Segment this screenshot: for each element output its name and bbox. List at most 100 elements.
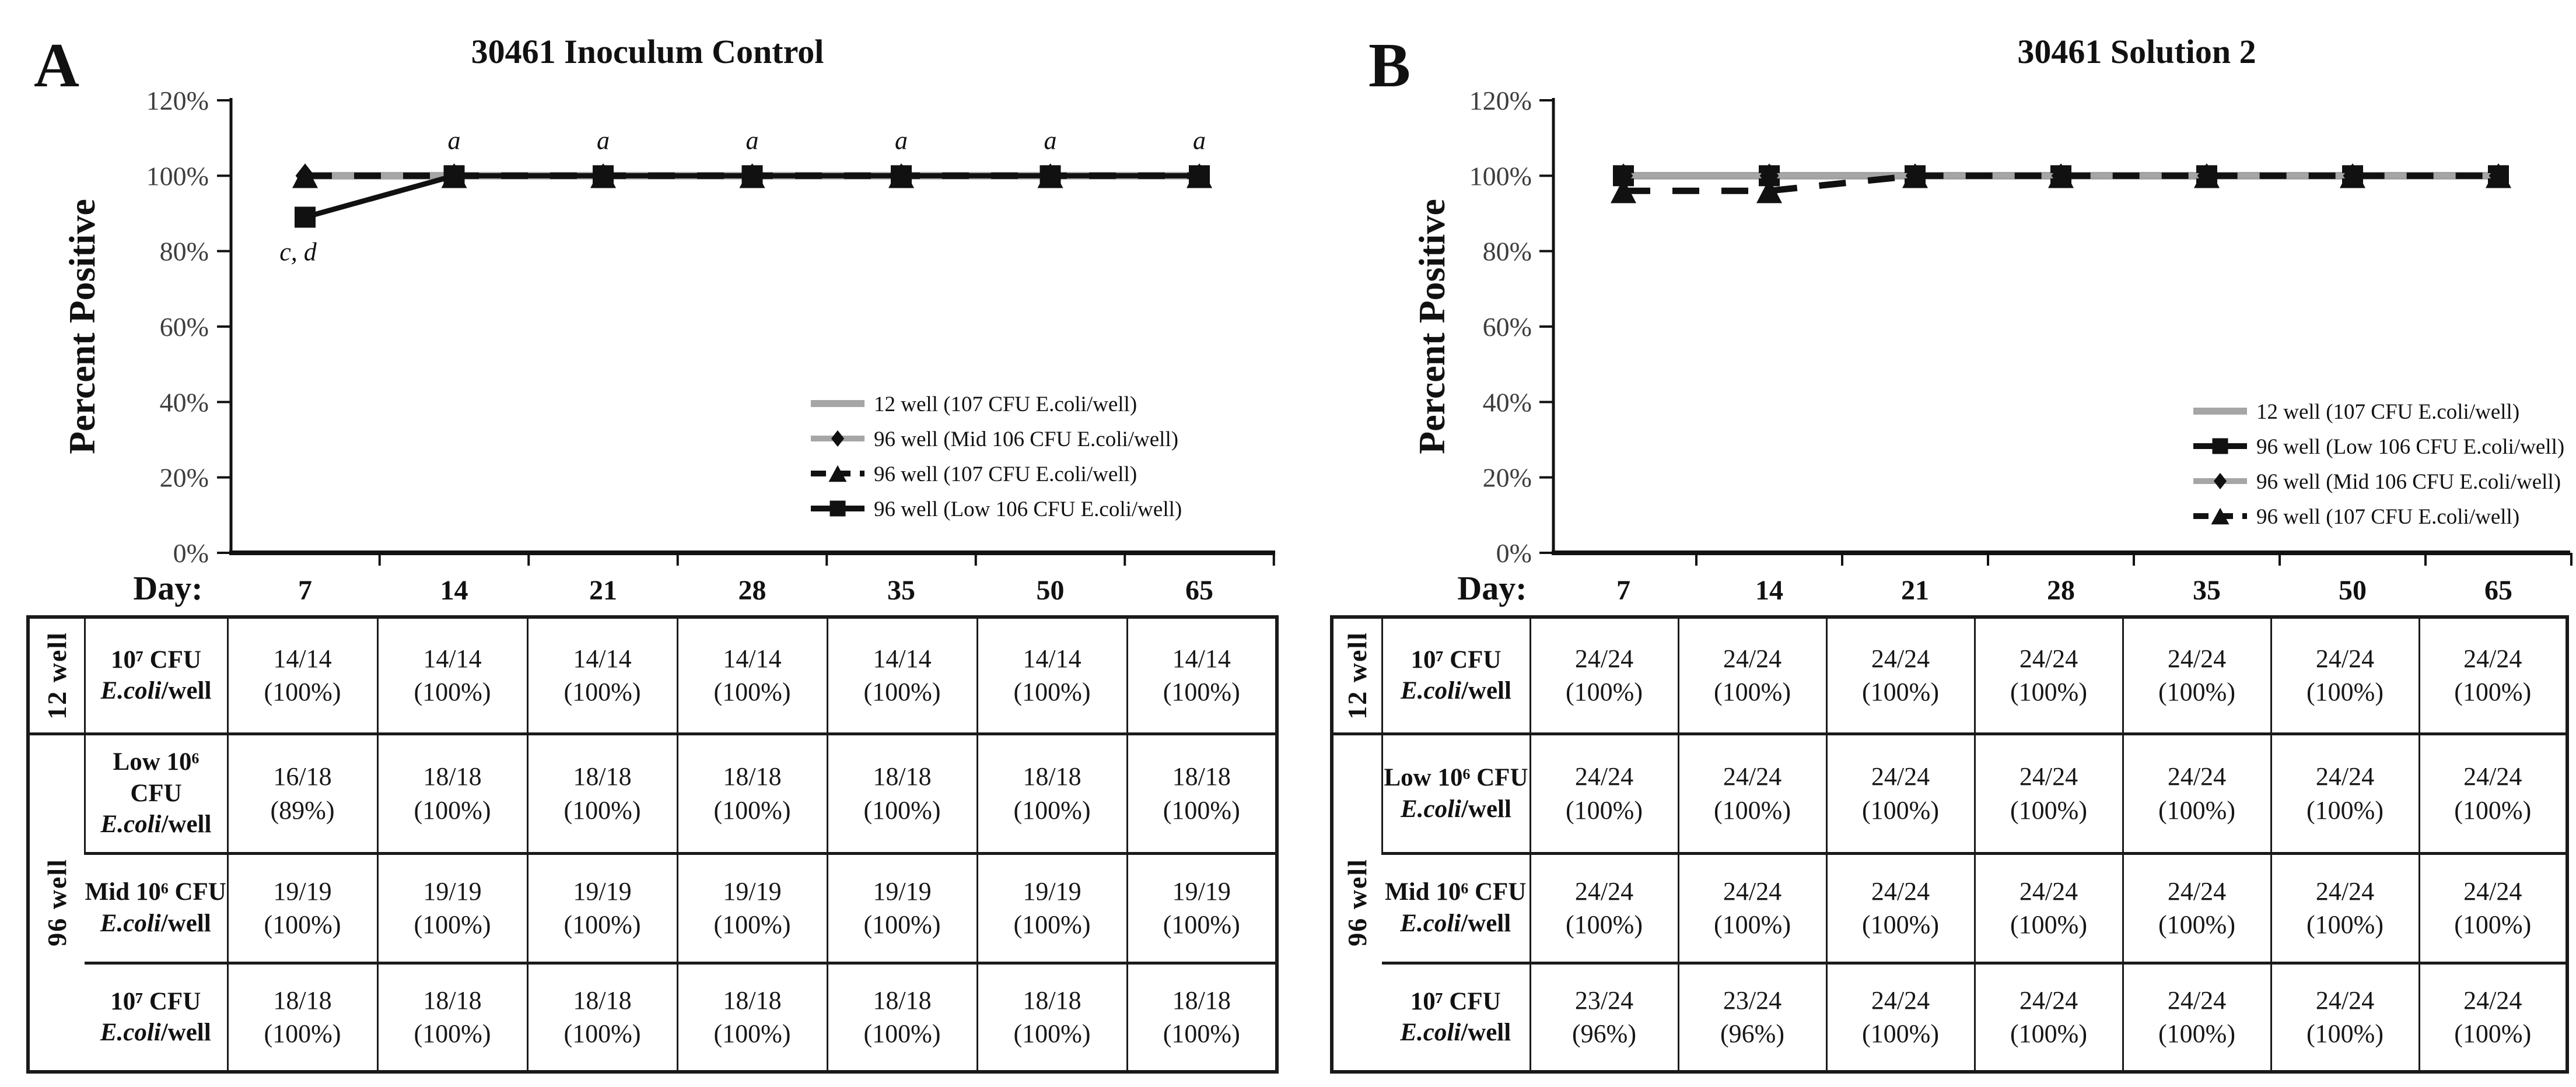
table-cell: 24/24 (100%)	[2418, 617, 2567, 734]
x-tick-label: 50	[2339, 575, 2367, 606]
annotation-label: a	[1044, 126, 1057, 155]
legend-diamond-marker	[831, 430, 845, 447]
legend-triangle-marker	[828, 465, 847, 482]
table-cell: 14/14 (100%)	[376, 617, 527, 734]
legend-item: 96 well (107 CFU E.coli/well)	[2193, 505, 2519, 529]
row-header: Mid 10⁶ CFU E.coli/well	[85, 851, 228, 963]
x-tick-label: 21	[1901, 575, 1929, 606]
x-tick-label: 7	[298, 575, 312, 606]
y-tick-label: 60%	[160, 312, 209, 342]
y-axis-label: Percent Positive	[1411, 199, 1452, 454]
table-cell: 24/24 (100%)	[1677, 732, 1826, 853]
square-marker	[891, 165, 912, 187]
table-cell: 18/18 (100%)	[1126, 961, 1277, 1072]
y-tick-label: 40%	[160, 387, 209, 417]
table-cell: 19/19 (100%)	[976, 851, 1127, 963]
well-group-label: 96 well	[1332, 732, 1382, 1072]
table-cell: 24/24 (100%)	[1529, 732, 1678, 853]
table-cell: 24/24 (100%)	[2270, 961, 2419, 1072]
table-cell: 19/19 (100%)	[676, 851, 827, 963]
x-tick-label: 65	[2484, 575, 2512, 606]
triangle-marker	[292, 163, 318, 188]
legend-label: 96 well (Low 106 CFU E.coli/well)	[874, 497, 1182, 521]
y-tick-label: 80%	[1483, 237, 1532, 267]
table-cell: 24/24 (100%)	[2122, 617, 2271, 734]
x-tick-label: 65	[1185, 575, 1213, 606]
table-cell: 24/24 (100%)	[1529, 617, 1678, 734]
table-cell: 24/24 (100%)	[1677, 617, 1826, 734]
legend-triangle-marker	[2211, 507, 2230, 525]
table-cell: 18/18 (100%)	[376, 961, 527, 1072]
legend-diamond-marker	[2213, 472, 2227, 490]
y-tick-label: 100%	[146, 161, 209, 191]
square-marker	[593, 165, 614, 187]
x-tick-label: 50	[1037, 575, 1065, 606]
legend-label: 96 well (107 CFU E.coli/well)	[2256, 505, 2519, 529]
row-header: Low 10⁶ CFU E.coli/well	[83, 732, 228, 853]
table-cell: 18/18 (100%)	[226, 961, 377, 1072]
row-header: Low 10⁶ CFU E.coli/well	[1381, 732, 1530, 853]
table-cell: 18/18 (100%)	[676, 961, 827, 1072]
x-tick-label: 35	[887, 575, 915, 606]
table-cell: 23/24 (96%)	[1677, 961, 1826, 1072]
annotation-label: a	[1193, 126, 1206, 155]
square-marker	[1040, 165, 1061, 187]
y-tick-label: 20%	[160, 463, 209, 493]
row-header: 10⁷ CFU E.coli/well	[83, 617, 228, 734]
table-cell: 24/24 (100%)	[2418, 961, 2567, 1072]
table-row: Mid 10⁶ CFU E.coli/well 19/19 (100%) 19/19 (1…	[28, 851, 1277, 963]
chart-title: 30461 Solution 2	[2017, 33, 2256, 71]
y-tick-label: 120%	[1469, 86, 1532, 115]
table-cell: 19/19 (100%)	[1126, 851, 1277, 963]
chart-a: A 30461 Inoculum Control Percent Positiv…	[34, 31, 1275, 607]
panel-label: B	[1368, 31, 1410, 100]
y-tick-label: 40%	[1483, 387, 1532, 417]
annotation-label: a	[597, 126, 610, 155]
well-group-label: 96 well	[28, 732, 85, 1072]
legend-item: 12 well (107 CFU E.coli/well)	[2193, 400, 2519, 424]
legend-label: 96 well (Mid 106 CFU E.coli/well)	[2256, 470, 2561, 494]
table-cell: 24/24 (100%)	[1973, 851, 2123, 963]
table-cell: 18/18 (100%)	[526, 732, 677, 853]
triangle-marker	[1902, 163, 1928, 188]
x-tick-label: 28	[738, 575, 766, 606]
x-tick-label: 35	[2193, 575, 2221, 606]
table-cell: 24/24 (100%)	[1973, 961, 2123, 1072]
y-tick-label: 60%	[1483, 312, 1532, 342]
table-cell: 24/24 (100%)	[2122, 732, 2271, 853]
table-row: 96 well Low 10⁶ CFU E.coli/well 16/18 (89%) 1…	[28, 732, 1277, 1072]
table-cell: 16/18 (89%)	[226, 732, 377, 853]
x-tick-label: 28	[2047, 575, 2075, 606]
results-table-a: 12 well 10⁷ CFU E.coli/well 14/14 (100%) 14/1…	[26, 615, 1279, 1074]
table-cell: 24/24 (100%)	[1973, 732, 2123, 853]
legend-label: 96 well (Low 106 CFU E.coli/well)	[2256, 435, 2564, 459]
table-cell: 24/24 (100%)	[2122, 851, 2271, 963]
chart-title: 30461 Inoculum Control	[471, 33, 824, 71]
diamond-marker	[1614, 163, 1633, 188]
y-axis-label: Percent Positive	[61, 199, 103, 454]
table-cell: 18/18 (100%)	[826, 961, 977, 1072]
table-cell: 24/24 (100%)	[1825, 617, 1975, 734]
table-cell: 18/18 (100%)	[1126, 732, 1277, 853]
well-group-label: 12 well	[1342, 631, 1373, 720]
x-tick-label: 14	[1755, 575, 1783, 606]
legend-item: 96 well (Mid 106 CFU E.coli/well)	[2193, 470, 2561, 494]
table-cell: 18/18 (100%)	[976, 732, 1127, 853]
table-cell: 24/24 (100%)	[1825, 961, 1975, 1072]
square-marker	[1189, 165, 1210, 187]
square-marker	[443, 165, 465, 187]
y-tick-label: 20%	[1483, 463, 1532, 493]
table-cell: 14/14 (100%)	[676, 617, 827, 734]
table-cell: 24/24 (100%)	[2270, 732, 2419, 853]
legend-item: 12 well (107 CFU E.coli/well)	[811, 392, 1137, 416]
legend-item: 96 well (Mid 106 CFU E.coli/well)	[811, 427, 1178, 451]
results-table-b: 12 well 10⁷ CFU E.coli/well 24/24 (100%) 24/2…	[1330, 615, 2569, 1074]
triangle-marker	[2340, 163, 2365, 188]
y-tick-label: 100%	[1469, 161, 1532, 191]
triangle-marker	[2194, 163, 2220, 188]
table-cell: 24/24 (100%)	[1677, 851, 1826, 963]
table-cell: 24/24 (100%)	[2418, 732, 2567, 853]
triangle-marker	[2486, 163, 2511, 188]
table-row: Mid 10⁶ CFU E.coli/well 24/24 (100%) 24/24 (1…	[1332, 851, 2567, 963]
